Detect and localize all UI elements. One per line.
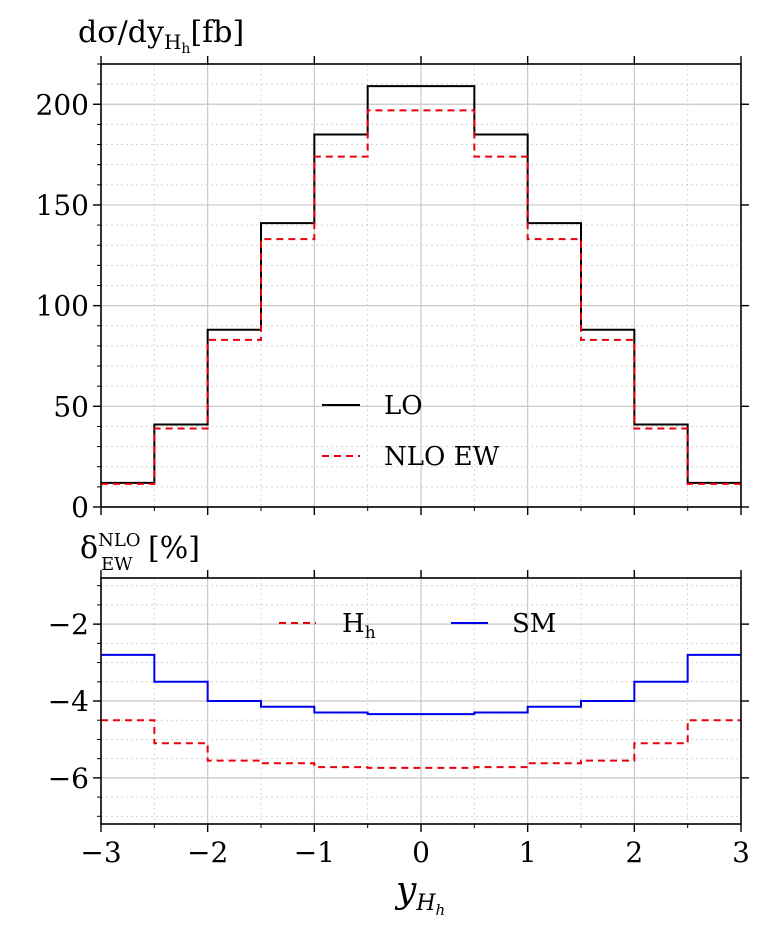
series-h-h-line bbox=[101, 719, 741, 769]
legend-sm-label: SM bbox=[512, 609, 556, 639]
y-tick-label: −4 bbox=[48, 685, 89, 718]
bottom-xlabel-subsub: h bbox=[436, 901, 446, 919]
y-tick-label: 0 bbox=[71, 491, 89, 524]
legend-lo-label: LO bbox=[384, 391, 423, 421]
x-tick-label: 2 bbox=[625, 836, 643, 869]
top-ylabel-suffix: [fb] bbox=[190, 15, 244, 50]
top-grid bbox=[101, 63, 741, 508]
x-tick-label: 0 bbox=[412, 836, 430, 869]
top-ticks: 0 50 100 150 200 bbox=[36, 56, 749, 524]
bottom-panel: Hh SM −6−4−2−3 −2 −1 0 1 2 3 δNLO EW [%] yHh bbox=[48, 530, 750, 919]
y-tick-label: −6 bbox=[48, 762, 89, 795]
bottom-xlabel-main: y bbox=[394, 870, 417, 911]
legend-hh-main: H bbox=[342, 609, 365, 639]
y-tick-label: 50 bbox=[53, 390, 89, 423]
legend-hh-sub: h bbox=[365, 623, 376, 643]
x-tick-label: 3 bbox=[732, 836, 750, 869]
bottom-ylabel-sub: EW bbox=[101, 554, 133, 575]
top-series bbox=[101, 85, 741, 485]
top-legend: LO NLO EW bbox=[322, 391, 500, 472]
top-ylabel-subsub: h bbox=[181, 41, 190, 57]
bottom-ylabel-main: δ bbox=[80, 531, 98, 566]
bottom-series bbox=[101, 653, 741, 769]
y-tick-label: 150 bbox=[36, 189, 89, 222]
top-ylabel-main: dσ/dy bbox=[78, 15, 164, 50]
series-nlo-ew-line bbox=[101, 109, 741, 485]
bottom-legend: Hh SM bbox=[279, 609, 556, 643]
top-panel: LO NLO EW 0 50 100 150 200 dσ/dyHh[fb] bbox=[36, 15, 749, 524]
series-lo-line bbox=[101, 85, 741, 484]
y-tick-label: 100 bbox=[36, 290, 89, 323]
series-sm-line bbox=[101, 653, 741, 716]
y-tick-label: 200 bbox=[36, 88, 89, 121]
bottom-ylabel: δNLO EW [%] bbox=[80, 530, 200, 575]
top-ylabel: dσ/dyHh[fb] bbox=[78, 15, 244, 57]
bottom-grid bbox=[101, 578, 741, 824]
x-tick-label: 1 bbox=[519, 836, 537, 869]
bottom-ticks: −6 −4 −2 −3 −2 −1 0 1 2 3 bbox=[48, 570, 750, 869]
top-ylabel-sub: H bbox=[164, 30, 181, 54]
x-tick-label: −1 bbox=[294, 836, 335, 869]
bottom-xlabel-sub: H bbox=[415, 891, 436, 916]
legend-nlo-label: NLO EW bbox=[384, 442, 500, 472]
x-tick-label: −3 bbox=[80, 836, 121, 869]
bottom-ylabel-suffix: [%] bbox=[148, 531, 200, 566]
legend-hh-label: Hh bbox=[342, 609, 376, 643]
x-tick-label: −2 bbox=[187, 836, 228, 869]
y-tick-label: −2 bbox=[48, 608, 89, 641]
bottom-ylabel-sup: NLO bbox=[98, 530, 140, 551]
bottom-xlabel: yHh bbox=[394, 870, 445, 919]
